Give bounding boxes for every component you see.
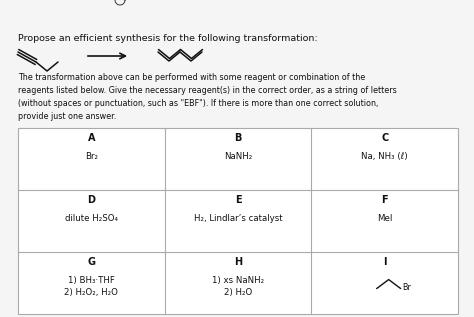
Text: E: E	[235, 195, 241, 205]
Text: The transformation above can be performed with some reagent or combination of th: The transformation above can be performe…	[18, 73, 397, 120]
Text: 1) xs NaNH₂
2) H₂O: 1) xs NaNH₂ 2) H₂O	[212, 275, 264, 297]
Text: A: A	[88, 133, 95, 143]
Text: MeI: MeI	[377, 214, 392, 223]
Text: Na, NH₃ (ℓ): Na, NH₃ (ℓ)	[361, 152, 408, 160]
Text: D: D	[87, 195, 95, 205]
Text: Propose an efficient synthesis for the following transformation:: Propose an efficient synthesis for the f…	[18, 34, 318, 43]
Text: H₂, Lindlar’s catalyst: H₂, Lindlar’s catalyst	[194, 214, 283, 223]
Text: C: C	[381, 133, 388, 143]
Text: I: I	[383, 257, 386, 267]
Text: NaNH₂: NaNH₂	[224, 152, 252, 160]
Text: Br: Br	[403, 283, 411, 292]
Text: G: G	[87, 257, 95, 267]
Text: Br₂: Br₂	[85, 152, 98, 160]
Text: dilute H₂SO₄: dilute H₂SO₄	[65, 214, 118, 223]
Text: 1) BH₃·THF
2) H₂O₂, H₂O: 1) BH₃·THF 2) H₂O₂, H₂O	[64, 275, 118, 297]
Text: B: B	[234, 133, 242, 143]
Text: H: H	[234, 257, 242, 267]
Bar	[18, 128, 458, 314]
Text: F: F	[382, 195, 388, 205]
